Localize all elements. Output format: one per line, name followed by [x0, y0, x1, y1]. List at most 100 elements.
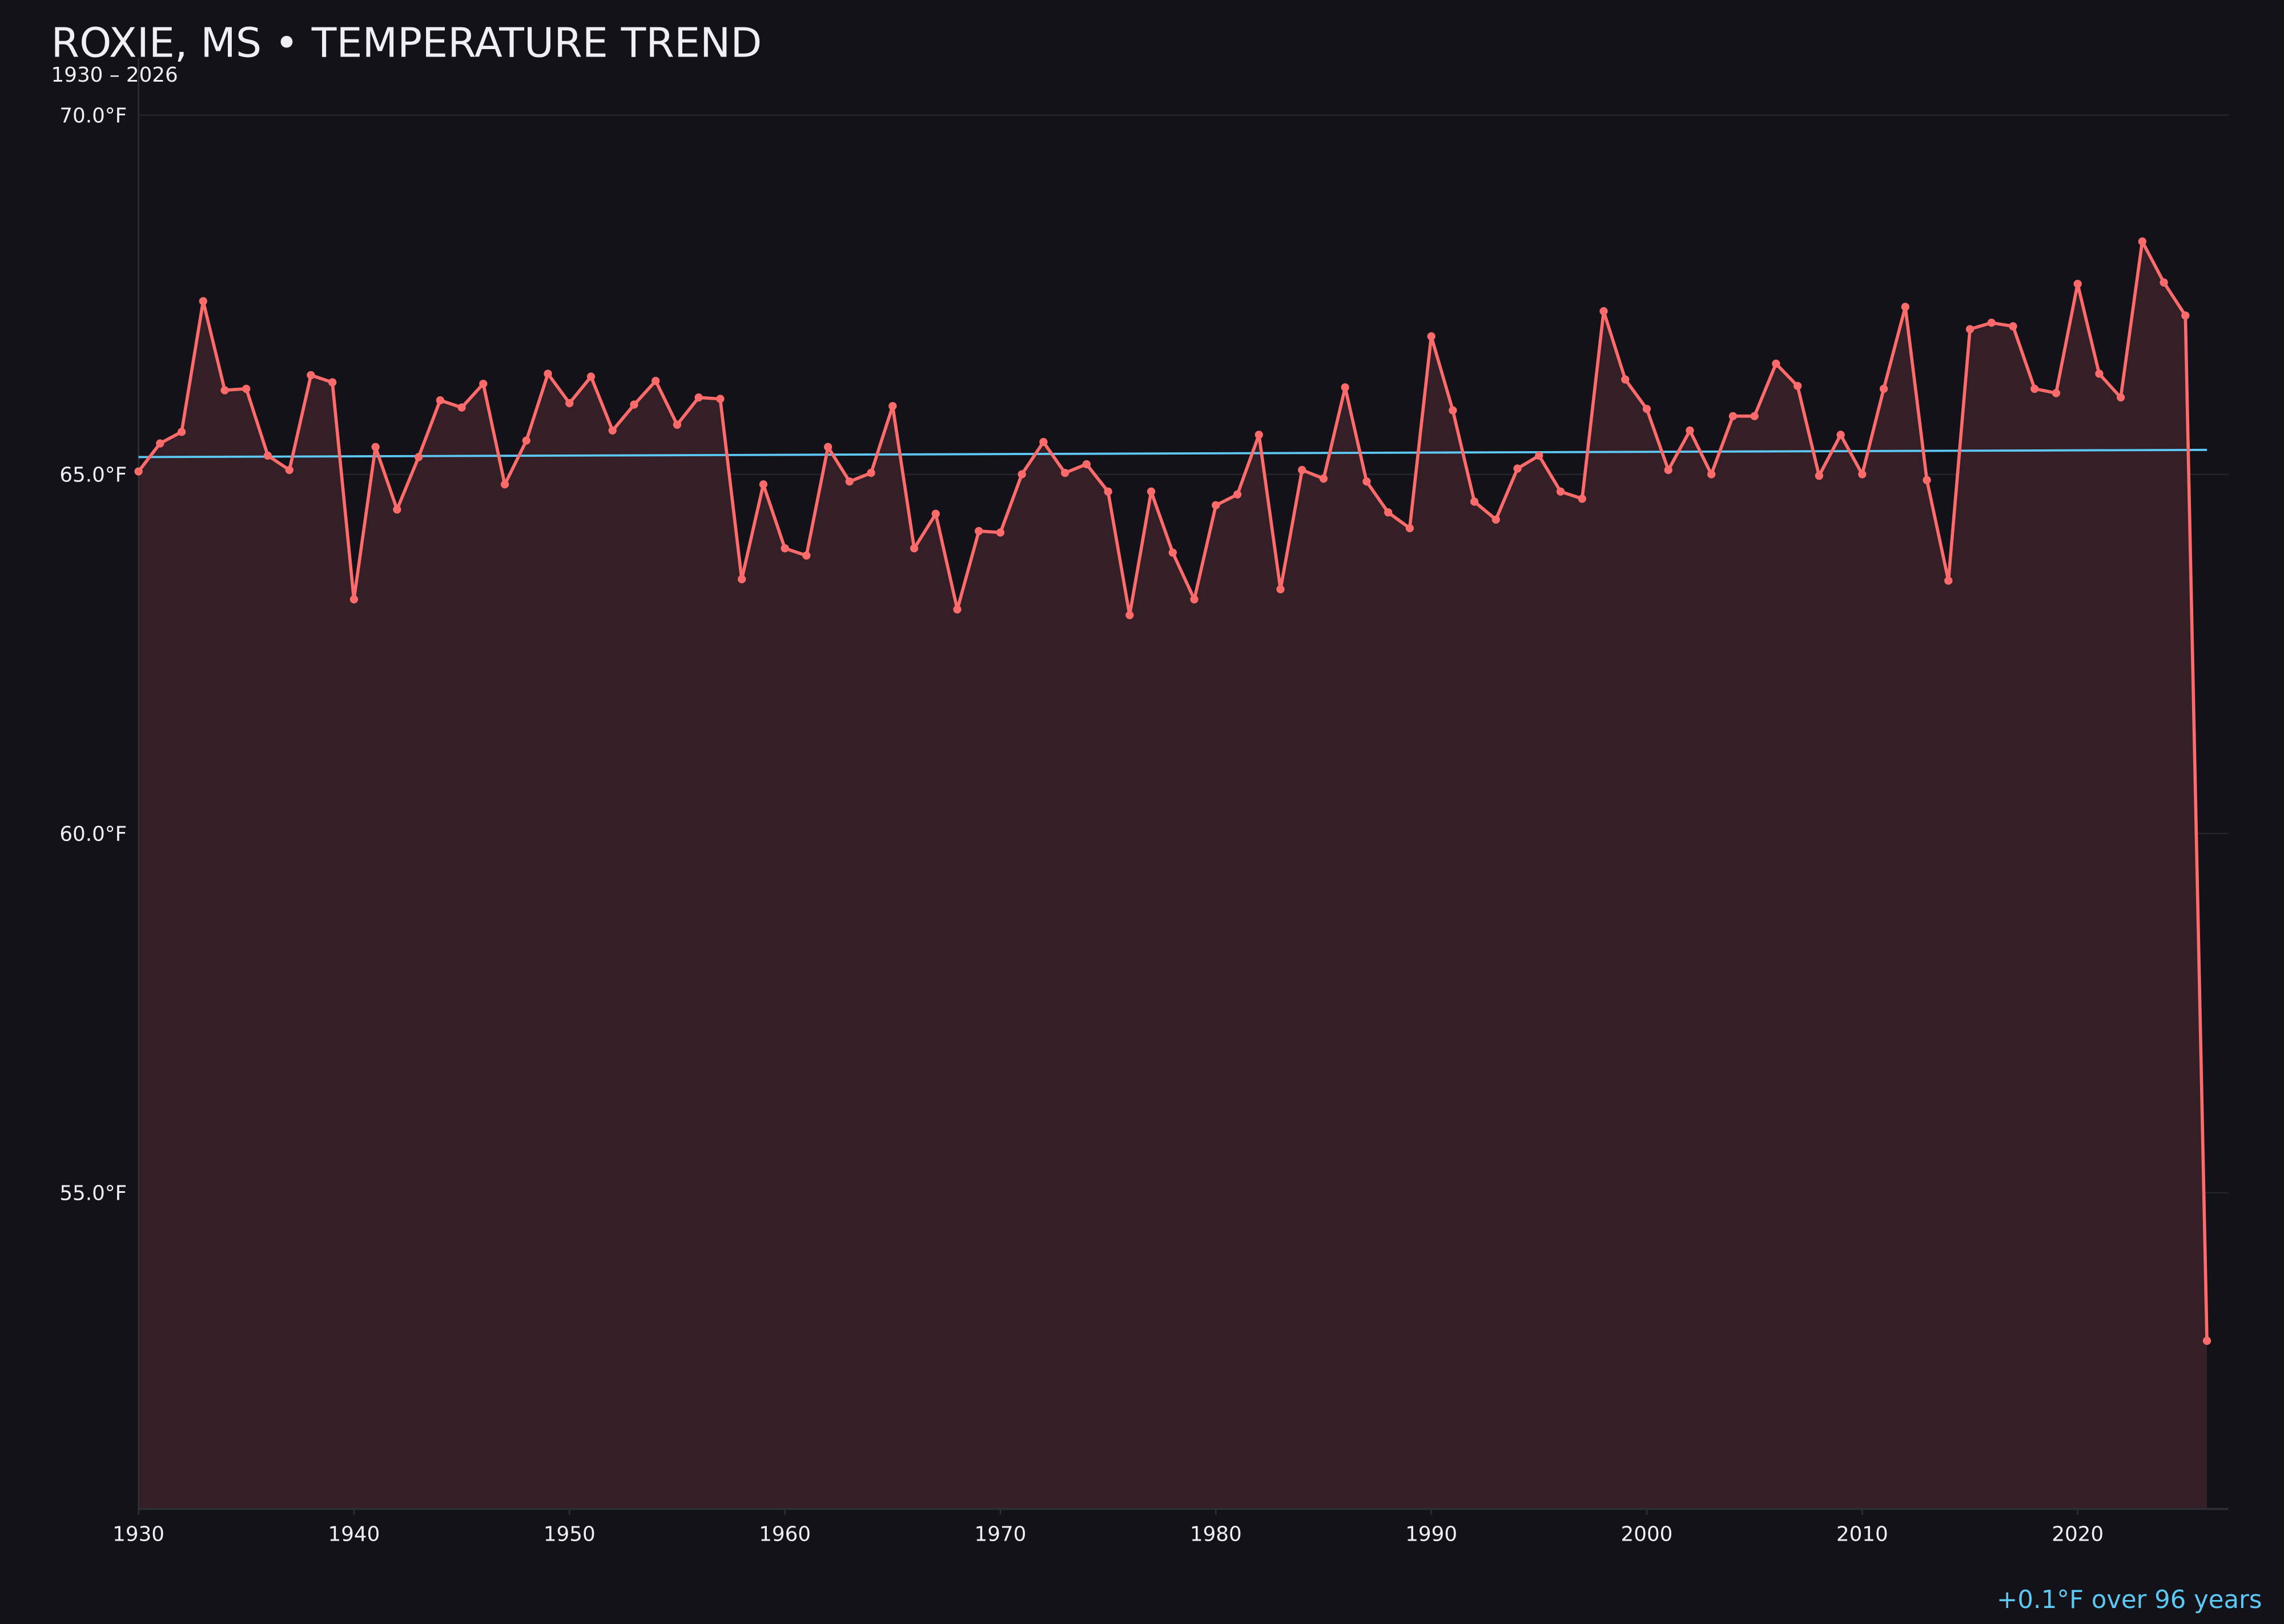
data-point — [759, 480, 768, 489]
chart-subtitle: 1930 – 2026 — [51, 63, 178, 87]
data-point — [1018, 470, 1026, 479]
trend-line — [138, 448, 2207, 459]
data-point — [953, 605, 962, 614]
data-point — [1147, 487, 1156, 496]
data-point — [867, 468, 875, 477]
data-point — [996, 528, 1005, 537]
data-point — [1879, 384, 1888, 393]
data-point — [522, 436, 530, 445]
data-point — [1599, 307, 1608, 316]
data-point — [1470, 497, 1479, 506]
data-point — [1944, 576, 1953, 585]
data-point — [823, 443, 833, 451]
data-point — [1750, 412, 1759, 420]
data-point — [1815, 471, 1823, 480]
data-point — [586, 372, 596, 381]
data-point — [1901, 303, 1909, 311]
data-point — [1836, 431, 1845, 439]
data-point — [414, 453, 423, 461]
x-tick-labels: 1930 1940 1950 1960 1970 1980 1990 2000 2010 2020 — [112, 1509, 2104, 1546]
data-point — [716, 395, 725, 403]
data-point — [479, 379, 488, 388]
data-point — [1987, 318, 1996, 327]
data-point — [307, 371, 315, 380]
data-point — [436, 396, 445, 405]
data-point — [1104, 487, 1112, 496]
data-point — [1664, 465, 1672, 475]
data-point — [694, 393, 703, 402]
y-tick-label: 60.0°F — [59, 823, 127, 846]
data-point — [1212, 501, 1220, 509]
data-point — [242, 384, 251, 393]
data-point — [2030, 384, 2039, 393]
data-point — [802, 551, 811, 560]
data-point — [1039, 437, 1048, 447]
data-point — [630, 400, 638, 409]
data-point — [1362, 477, 1371, 486]
data-point — [500, 480, 509, 489]
data-point — [544, 369, 552, 378]
data-point — [608, 426, 617, 435]
data-point — [910, 544, 919, 553]
data-point — [1707, 470, 1716, 479]
data-point — [781, 544, 789, 553]
data-point — [1491, 515, 1500, 524]
data-point — [285, 465, 293, 475]
data-point — [220, 386, 229, 395]
data-point — [1923, 476, 1931, 484]
x-tick-label: 1980 — [1190, 1523, 1242, 1546]
data-point — [1298, 465, 1306, 475]
x-tick-label: 1930 — [112, 1523, 164, 1546]
data-point — [2116, 393, 2125, 402]
data-point — [1427, 332, 1435, 341]
data-point — [1082, 460, 1091, 469]
data-point — [1319, 475, 1328, 483]
x-tick-label: 1970 — [975, 1523, 1027, 1546]
data-point — [673, 420, 682, 429]
data-point — [349, 595, 359, 604]
data-point — [1621, 375, 1630, 384]
data-points — [134, 237, 2211, 1345]
data-point — [1384, 508, 1393, 517]
data-point — [2160, 278, 2168, 287]
y-tick-labels: 55.0°F 60.0°F 65.0°F 70.0°F — [59, 104, 127, 1205]
data-point — [1449, 406, 1457, 415]
x-tick-label: 1950 — [544, 1523, 596, 1546]
data-point — [177, 428, 186, 436]
data-point — [2095, 369, 2104, 378]
data-point — [2202, 1336, 2211, 1345]
data-point — [1772, 359, 1780, 368]
data-point — [371, 443, 380, 451]
data-point — [738, 575, 746, 584]
x-tick-label: 2000 — [1621, 1523, 1673, 1546]
data-point — [1190, 595, 1199, 604]
data-point — [1276, 585, 1285, 594]
x-tick-label: 1960 — [759, 1523, 811, 1546]
data-point — [1405, 524, 1414, 533]
axes — [138, 58, 2229, 1510]
data-point — [1168, 548, 1177, 557]
area-fill — [138, 241, 2207, 1509]
y-tick-label: 70.0°F — [59, 104, 127, 127]
data-point — [1254, 431, 1263, 439]
data-point — [931, 509, 940, 518]
data-point — [1125, 611, 1134, 620]
x-tick-label: 1940 — [328, 1523, 380, 1546]
data-point — [1642, 404, 1651, 413]
data-point — [1965, 325, 1975, 333]
trend-annotation: +0.1°F over 96 years — [1997, 1586, 2262, 1614]
data-point — [2073, 280, 2082, 288]
y-tick-label: 65.0°F — [59, 463, 127, 487]
x-tick-label: 1990 — [1405, 1523, 1457, 1546]
data-point — [845, 477, 854, 486]
data-point — [457, 403, 466, 412]
data-point — [975, 526, 983, 536]
y-tick-label: 55.0°F — [59, 1182, 127, 1205]
data-point — [1793, 381, 1802, 391]
data-point — [652, 376, 660, 385]
chart-title: ROXIE, MS • TEMPERATURE TREND — [51, 19, 762, 66]
data-point — [156, 439, 164, 448]
x-tick-label: 2010 — [1836, 1523, 1888, 1546]
x-tick-label: 2020 — [2052, 1523, 2104, 1546]
